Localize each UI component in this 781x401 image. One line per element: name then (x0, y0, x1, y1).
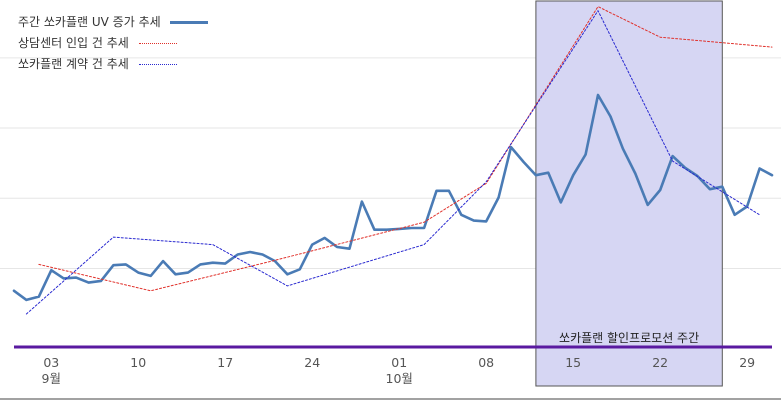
x-tick-label-6: 15 (565, 355, 581, 370)
x-tick-sublabel-4: 10월 (386, 371, 413, 386)
x-tick-sublabel-0: 9월 (42, 371, 61, 386)
legend-swatch-consult (138, 43, 177, 44)
x-tick-label-3: 24 (304, 355, 320, 370)
legend-item-consult[interactable]: 상담센터 인입 건 추세 (18, 33, 208, 54)
x-tick-label-4: 01 (391, 355, 407, 370)
legend-swatch-contract (138, 64, 177, 65)
legend-label-uv: 주간 쏘카플랜 UV 증가 추세 (18, 15, 161, 29)
promotion-region (535, 0, 723, 387)
legend-item-uv[interactable]: 주간 쏘카플랜 UV 증가 추세 (18, 12, 209, 33)
series-line-contract (25, 10, 761, 315)
legend-item-contract[interactable]: 쏘카플랜 계약 건 추세 (18, 54, 208, 75)
series-group (12, 6, 774, 315)
promotion-region-label: 쏘카플랜 할인프로모션 주간 (559, 331, 699, 345)
series-line-consult (38, 6, 773, 292)
x-tick-label-2: 17 (217, 355, 233, 370)
legend-swatch-uv (170, 21, 209, 24)
x-tick-label-1: 10 (130, 355, 146, 370)
x-tick-label-5: 08 (478, 355, 494, 370)
x-tick-label-0: 03 (43, 355, 59, 370)
legend-label-consult: 상담센터 인입 건 추세 (18, 36, 129, 50)
x-tick-label-7: 22 (652, 355, 668, 370)
legend: 주간 쏘카플랜 UV 증가 추세 상담센터 인입 건 추세 쏘카플랜 계약 건 … (18, 12, 209, 75)
promotion-region-group (535, 0, 723, 387)
x-tick-label-8: 29 (739, 355, 755, 370)
series-line-uv (12, 93, 774, 302)
legend-label-contract: 쏘카플랜 계약 건 추세 (18, 57, 129, 71)
